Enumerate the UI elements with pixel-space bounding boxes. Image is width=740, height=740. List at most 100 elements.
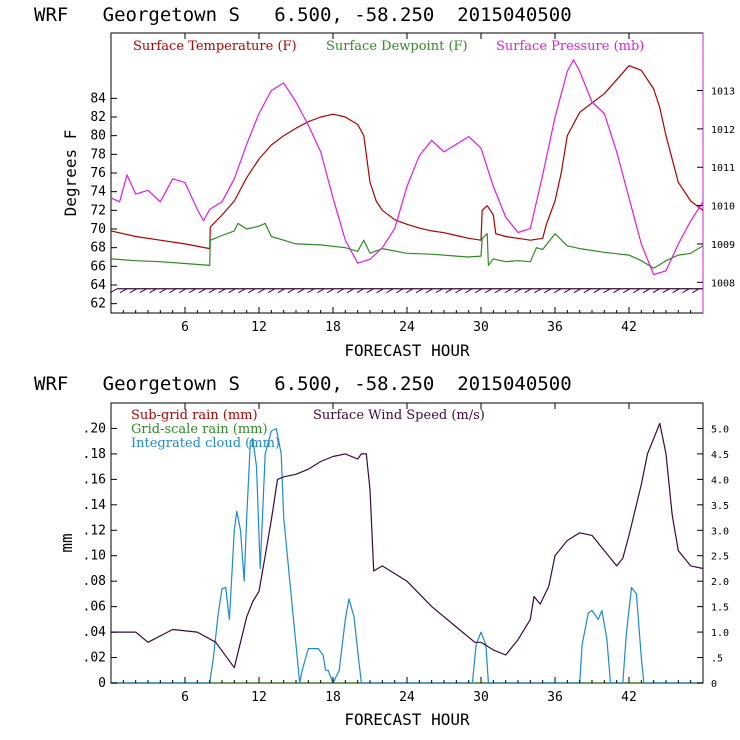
panel1-xlabel: FORECAST HOUR [344,341,470,360]
legend-surface-wind-speed: Surface Wind Speed (m/s) [313,408,485,423]
y2-tick-label: 3.0 [711,526,729,537]
y-tick-label: 84 [90,91,106,106]
x-tick-label: 30 [473,690,489,705]
panel2-xlabel: FORECAST HOUR [344,710,470,729]
y2-tick-label: 1.5 [711,603,729,614]
wind-barb [307,288,315,294]
x-tick-label: 36 [547,320,563,335]
x-tick-label: 24 [399,320,415,335]
x-tick-label: 36 [547,690,563,705]
wind-barb [455,288,463,294]
wind-barb [109,288,118,294]
legend-surface-pressure: Surface Pressure (mb) [496,39,644,54]
wind-barb [425,288,434,294]
wind-barb [445,288,453,294]
y2-tick-label: 1.0 [711,628,729,639]
series-line [111,422,704,669]
wind-barb [376,288,384,294]
y2-tick-label: 4.5 [711,450,729,461]
x-tick-label: 12 [251,320,267,335]
wind-barb [336,288,345,294]
y-tick-label: 78 [90,147,106,162]
wind-barb [415,288,424,294]
wind-barb [534,288,542,294]
wind-barb [662,288,670,294]
y-tick-label: 68 [90,241,106,256]
panel2-title: WRF Georgetown S 6.500, -58.250 20150405… [34,373,572,395]
x-tick-label: 18 [325,690,341,705]
legend-grid-scale-rain: Grid-scale rain (mm) [131,422,268,437]
wind-barb [317,288,325,294]
y-tick-label: .06 [83,600,106,615]
wind-barb [178,288,187,294]
wind-barb [544,288,552,294]
y-tick-label: 70 [90,222,106,237]
wind-barb [573,288,582,294]
y-tick-label: 82 [90,110,106,125]
panel1-ylabel: Degrees F [61,130,80,217]
wind-barb [435,288,444,294]
y2-tick-label: 1012 [711,125,735,136]
wind-barb [169,288,177,294]
wind-barb [228,288,236,294]
wind-barb [593,288,601,294]
y-tick-label: .10 [83,549,106,564]
y-tick-label: .16 [83,472,106,487]
legend-subgrid-rain: Sub-grid rain (mm) [131,408,258,423]
y2-tick-label: 1010 [711,202,735,213]
y-tick-label: 62 [90,297,106,312]
x-tick-label: 12 [251,690,267,705]
x-tick-label: 6 [181,320,189,335]
wind-barb [287,288,296,294]
wind-barb [149,288,157,294]
wind-barb [356,288,365,294]
series-line [110,222,704,269]
y2-tick-label: 3.5 [711,501,729,512]
panel1-ticks: 6 12 18 24 30 36 42 62 64 66 68 70 72 74 76 78 80 82 84 100… [90,33,735,335]
x-tick-label: 18 [325,320,341,335]
wind-barb [632,288,641,294]
y-tick-label: .02 [83,651,106,666]
legend-surface-dewpoint: Surface Dewpoint (F) [326,39,468,54]
wind-barb [139,288,148,294]
wind-barb [524,288,532,294]
y-tick-label: 74 [90,185,106,200]
wind-barb [267,288,276,294]
y2-tick-label: 1011 [711,163,735,174]
y2-tick-label: 2.5 [711,552,729,563]
y-tick-label: .18 [83,447,106,462]
y-tick-label: .14 [83,498,107,513]
wind-barb [208,288,217,294]
wind-barb [563,288,572,294]
y-tick-label: 80 [90,129,106,144]
x-tick-label: 6 [181,690,189,705]
wind-barb [603,288,611,294]
y2-tick-label: 1013 [711,87,735,98]
wind-barb [553,288,562,294]
wind-barb [514,288,522,294]
series-line [111,427,703,684]
wind-barb [583,288,592,294]
wind-barb [326,288,335,294]
y-tick-label: 64 [90,278,106,293]
y-tick-label: .04 [83,625,107,640]
wind-barb [613,288,621,294]
wind-barb [159,288,167,294]
panel1-series [109,59,704,294]
wind-barb [297,288,305,294]
temperature-panel: WRF Georgetown S 6.500, -58.250 20150405… [34,4,735,360]
panel2-series [111,422,704,684]
wind-barb [218,288,226,294]
x-tick-label: 42 [621,320,637,335]
wind-barb [346,288,355,294]
wind-barb [465,288,473,294]
y-tick-label: 72 [90,203,106,218]
y2-tick-label: 1008 [711,278,735,289]
wind-barb [642,288,651,294]
wind-barb [238,288,246,294]
precipitation-panel: WRF Georgetown S 6.500, -58.250 20150405… [34,373,729,729]
series-line [110,65,704,250]
y2-tick-label: .5 [711,654,723,665]
wind-barb [484,288,493,294]
